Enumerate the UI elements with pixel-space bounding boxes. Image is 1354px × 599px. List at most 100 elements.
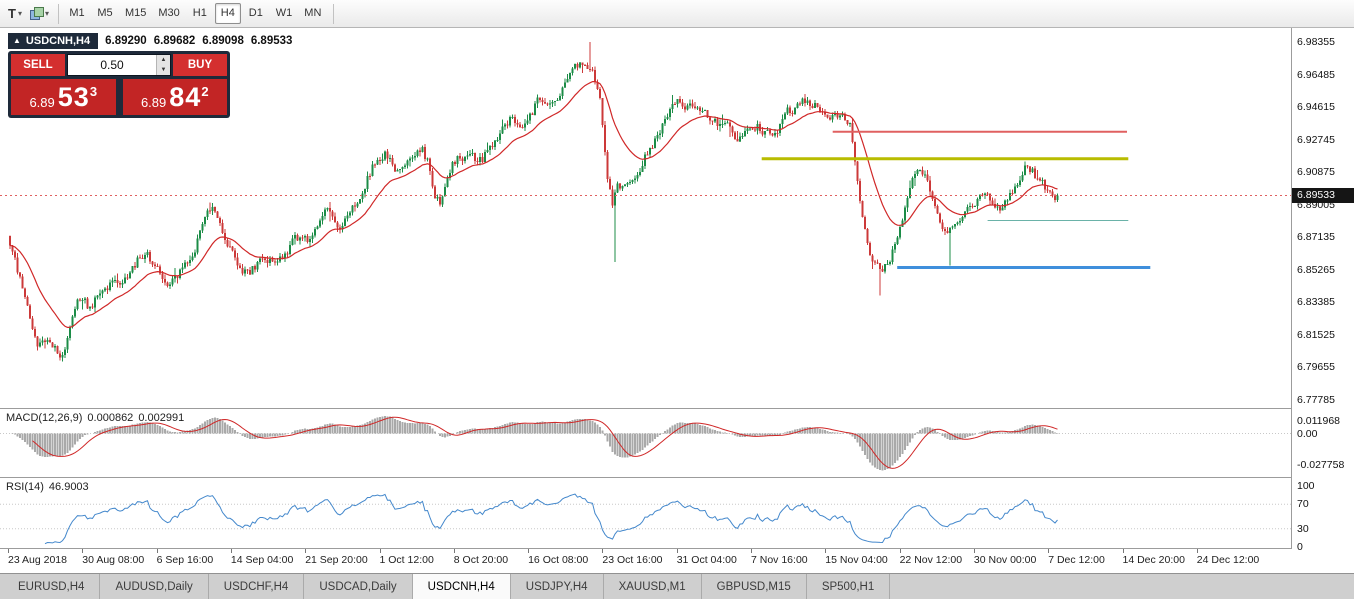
time-axis-label: 8 Oct 20:00: [453, 554, 509, 566]
time-axis-label: 23 Oct 16:00: [602, 554, 663, 566]
price-axis-label: 6.85265: [1297, 263, 1335, 276]
macd-axis-label: 0.011968: [1297, 415, 1341, 427]
tab-usdjpy-h4[interactable]: USDJPY,H4: [510, 574, 604, 599]
sell-price-sup: 3: [89, 83, 98, 99]
symbol-chip[interactable]: ▲ USDCNH,H4: [8, 33, 99, 49]
tab-sp500-h1[interactable]: SP500,H1: [806, 574, 891, 599]
rsi-axis-label: 0: [1297, 541, 1303, 553]
time-axis-label: 31 Oct 04:00: [676, 554, 737, 566]
time-tick: [8, 549, 9, 553]
price-axis-label: 6.98355: [1297, 36, 1335, 48]
price-axis-label: 6.94615: [1297, 101, 1335, 114]
chart-tab-bar: EURUSD,H4 AUDUSD,Daily USDCHF,H4 USDCAD,Dai…: [0, 573, 1354, 599]
buy-button[interactable]: BUY: [173, 54, 227, 76]
volume-input[interactable]: [68, 55, 156, 75]
time-axis-label: 30 Aug 08:00: [82, 554, 145, 566]
timeframe-button-h1[interactable]: H1: [192, 7, 207, 19]
ohlc-high: 6.89682: [153, 35, 196, 47]
time-tick: [602, 549, 604, 553]
macd-pane[interactable]: [0, 409, 1291, 477]
tab-usdchf-h4[interactable]: USDCHF,H4: [208, 574, 305, 599]
buy-price-small: 6.89: [140, 94, 167, 110]
time-axis-label: 30 Nov 00:00: [973, 554, 1037, 566]
layers-icon-glyph: [29, 7, 44, 20]
price-axis-label: 6.87135: [1297, 231, 1335, 244]
timeframe-button-m30[interactable]: M30: [158, 7, 180, 19]
rsi-axis-label: 30: [1297, 522, 1309, 535]
time-axis-label: 7 Nov 16:00: [751, 554, 808, 566]
timeframe-button-m15[interactable]: M15: [124, 7, 147, 19]
time-axis-label: 14 Dec 20:00: [1122, 554, 1185, 566]
time-tick: [1122, 549, 1124, 553]
price-axis-label: 6.92745: [1297, 133, 1335, 146]
templates-icon-glyph: T: [8, 6, 16, 21]
volume-decrease-button[interactable]: ▼: [156, 65, 170, 75]
tab-eurusd-h4[interactable]: EURUSD,H4: [3, 574, 101, 599]
tab-audusd-daily[interactable]: AUDUSD,Daily: [100, 574, 209, 599]
buy-price-button[interactable]: 6.89 84 2: [122, 79, 227, 115]
rsi-axis-label: 70: [1297, 498, 1309, 510]
sell-price-small: 6.89: [29, 94, 55, 110]
sell-price-button[interactable]: 6.89 53 3: [11, 79, 116, 115]
tab-gbpusd-m15[interactable]: GBPUSD,M15: [701, 574, 807, 599]
macd-value-main: 0.000862: [87, 412, 134, 424]
macd-value-signal: 0.002991: [138, 412, 185, 424]
one-click-trading-panel: SELL ▲ ▼ BUY 6.89 53 3 6.89 84 2: [8, 51, 230, 118]
chart-region: 6.98355 6.96485 6.94615 6.92745 6.90875 6.890…: [0, 28, 1354, 573]
timeframe-buttons: M1 M5 M15 M30 H1 H4 D1 W1 MN: [64, 3, 328, 24]
time-tick: [305, 549, 307, 553]
price-axis-label: 6.96485: [1297, 68, 1335, 81]
volume-spinner: ▲ ▼: [156, 55, 170, 75]
time-axis-label: 24 Dec 12:00: [1196, 554, 1260, 566]
volume-increase-button[interactable]: ▲: [156, 55, 170, 65]
toolbar-separator: [333, 3, 335, 24]
price-axis-label: 6.81525: [1297, 328, 1335, 341]
volume-field: ▲ ▼: [67, 54, 171, 76]
timeframe-button-mn[interactable]: MN: [304, 7, 322, 19]
rsi-pane[interactable]: [0, 478, 1291, 548]
time-tick: [825, 549, 827, 553]
sell-price-big: 53: [57, 81, 90, 112]
collapse-icon[interactable]: ▲: [13, 36, 21, 45]
timeframe-button-w1[interactable]: W1: [275, 7, 293, 19]
ohlc-low: 6.89098: [202, 35, 244, 47]
macd-indicator-label: MACD(12,26,9) 0.000862 0.002991: [6, 412, 189, 424]
macd-axis-label: 0.00: [1297, 427, 1318, 440]
time-axis-label: 14 Sep 04:00: [230, 554, 294, 566]
pane-splitter[interactable]: [0, 548, 1354, 549]
time-axis-label: 21 Sep 20:00: [305, 554, 368, 566]
time-tick: [82, 549, 84, 553]
top-toolbar: T ▾ ▾ M1 M5 M15 M30 H1 H4 D1 W1 MN: [0, 0, 1354, 28]
time-tick: [156, 549, 158, 553]
timeframe-button-d1[interactable]: D1: [248, 7, 263, 19]
timeframe-button-m5[interactable]: M5: [97, 7, 113, 19]
tab-usdcnh-h4[interactable]: USDCNH,H4: [412, 574, 511, 599]
timeframe-button-h4[interactable]: H4: [214, 3, 241, 24]
time-tick: [973, 549, 975, 553]
time-axis[interactable]: 23 Aug 2018 30 Aug 08:00 6 Sep 16:00 14 Sep…: [0, 549, 1291, 573]
time-tick: [453, 549, 455, 553]
chevron-down-icon: ▾: [44, 9, 49, 18]
timeframe-button-m1[interactable]: M1: [69, 7, 85, 19]
symbol-label: USDCNH,H4: [25, 35, 91, 47]
rsi-value: 46.9003: [48, 481, 89, 493]
main-price-chart[interactable]: [0, 28, 1291, 408]
price-axis[interactable]: 6.98355 6.96485 6.94615 6.92745 6.90875 6.890…: [1291, 28, 1354, 553]
time-axis-label: 22 Nov 12:00: [899, 554, 963, 566]
price-axis-label: 6.83385: [1297, 296, 1335, 309]
time-tick: [528, 549, 530, 553]
pane-splitter[interactable]: [0, 408, 1354, 409]
time-tick: [379, 549, 381, 553]
layers-icon[interactable]: ▾: [26, 3, 53, 25]
price-axis-label: 6.90875: [1297, 166, 1335, 179]
pane-splitter[interactable]: [0, 477, 1354, 478]
time-tick: [1196, 549, 1198, 553]
tab-xauusd-m1[interactable]: XAUUSD,M1: [603, 574, 702, 599]
sell-button[interactable]: SELL: [11, 54, 65, 76]
templates-icon[interactable]: T ▾: [4, 3, 26, 25]
time-axis-label: 1 Oct 12:00: [379, 554, 434, 566]
time-axis-label: 23 Aug 2018: [8, 554, 67, 566]
price-axis-label: 6.79655: [1297, 361, 1335, 374]
tab-usdcad-daily[interactable]: USDCAD,Daily: [304, 574, 413, 599]
current-price-tag: 6.89533: [1292, 188, 1354, 203]
